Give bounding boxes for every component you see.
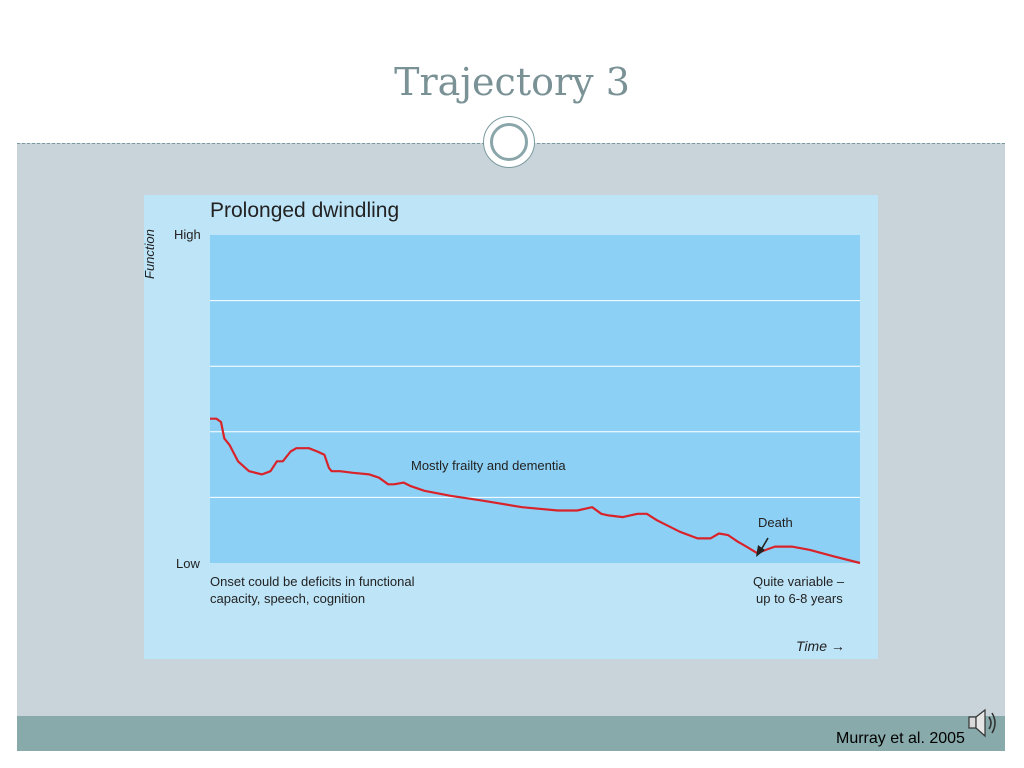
- annotation-frailty: Mostly frailty and dementia: [411, 458, 566, 473]
- annotation-onset-line2: capacity, speech, cognition: [210, 591, 366, 606]
- circle-ornament-icon: [483, 116, 535, 168]
- chart-title: Prolonged dwindling: [210, 199, 400, 222]
- annotation-duration-line1: Quite variable –: [753, 574, 845, 589]
- series-line-0: [210, 417, 861, 565]
- chart-canvas: [210, 235, 861, 565]
- x-axis-title: Time →: [796, 638, 845, 654]
- death-arrow-head: [756, 545, 765, 557]
- citation: Murray et al. 2005: [836, 730, 965, 747]
- y-axis-title: Function: [142, 229, 157, 279]
- y-tick-high: High: [174, 227, 201, 242]
- right-arrow-icon: →: [830, 638, 845, 654]
- y-tick-low: Low: [176, 556, 200, 571]
- annotation-death: Death: [758, 515, 793, 530]
- chart-panel: Prolonged dwindling Function High Low Mo…: [142, 195, 878, 659]
- slide-title: Trajectory 3: [394, 60, 630, 104]
- annotation-duration-line2: up to 6-8 years: [756, 591, 843, 606]
- speaker-icon[interactable]: [966, 706, 1000, 740]
- annotation-onset-line1: Onset could be deficits in functional: [210, 574, 415, 589]
- footer-band: [17, 716, 1005, 751]
